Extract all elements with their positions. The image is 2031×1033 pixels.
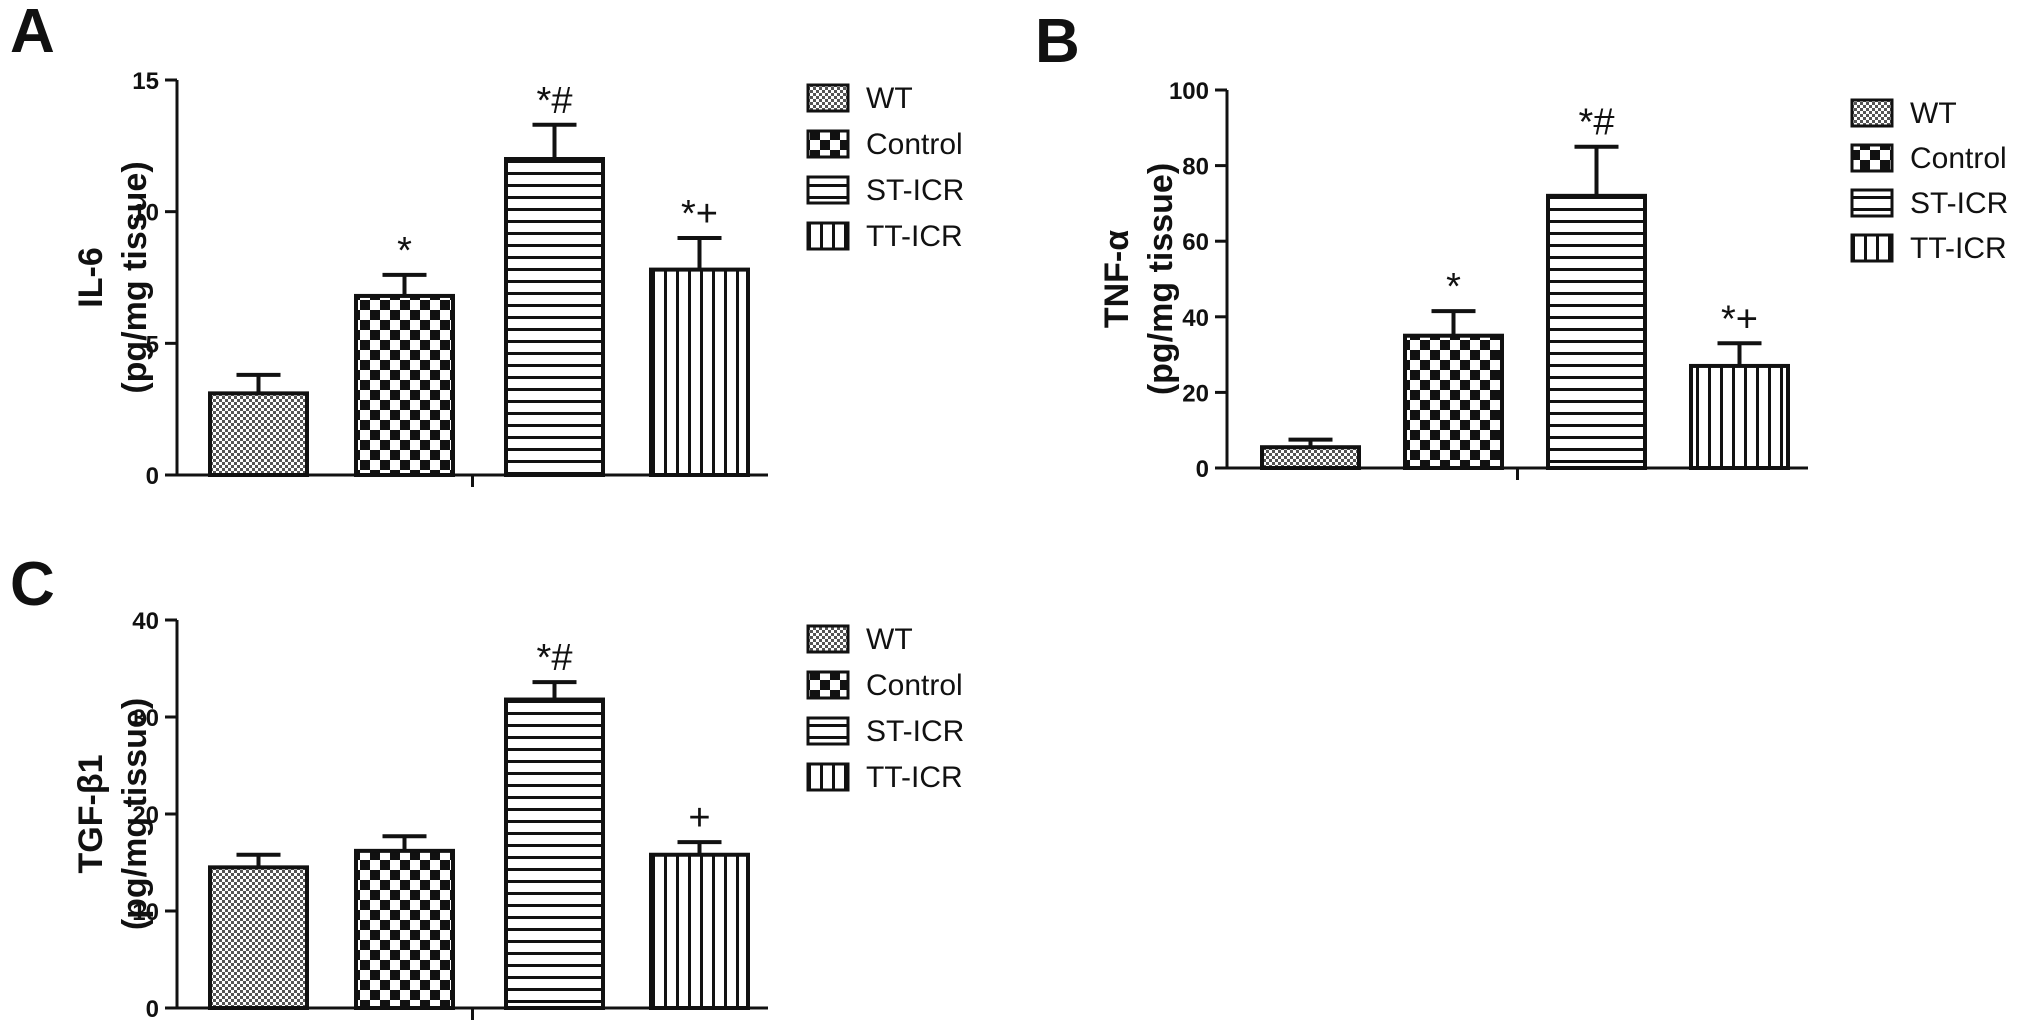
legend-swatch — [1850, 233, 1894, 263]
y-tick-label: 0 — [1196, 456, 1209, 483]
y-axis-label-line2: (pg/mg tissue) — [1142, 163, 1180, 395]
y-axis-label: IL-6 (pg/mg tissue) — [72, 161, 154, 393]
legend-swatch — [806, 83, 850, 113]
legend-label: Control — [1910, 142, 2007, 175]
legend-swatch — [806, 762, 850, 792]
legend-label: WT — [1910, 97, 1957, 130]
legend-swatch — [806, 175, 850, 205]
y-tick-label: 15 — [132, 68, 159, 95]
bar-tt-icr — [649, 267, 750, 477]
significance-label: *# — [1579, 102, 1615, 144]
y-tick-label: 30 — [132, 705, 159, 732]
significance-label: *+ — [681, 193, 718, 235]
panel-b: B TNF-α (pg/mg tissue) 0 20 40 60 80 100 * *# *+ WT C… — [1035, 7, 2008, 483]
y-tick-label: 80 — [1182, 154, 1209, 181]
legend-label: WT — [866, 623, 913, 656]
y-axis-label-line1: TGF-β1 — [72, 755, 110, 874]
legend-label: ST-ICR — [1910, 187, 2008, 220]
legend-swatch — [806, 624, 850, 654]
significance-label: + — [688, 797, 710, 839]
panel-letter: B — [1035, 7, 1080, 76]
legend-swatch — [1850, 98, 1894, 128]
y-tick-label: 10 — [132, 899, 159, 926]
bar-wt — [208, 391, 309, 477]
legend-label: TT-ICR — [1910, 232, 2007, 265]
bar-st-icr — [1546, 193, 1647, 470]
legend-swatch — [806, 670, 850, 700]
legend-swatch — [1850, 143, 1894, 173]
y-tick-label: 20 — [132, 802, 159, 829]
legend-swatch — [806, 221, 850, 251]
y-tick-label: 5 — [146, 331, 159, 358]
legend-swatch — [806, 716, 850, 746]
y-axis-label: TNF-α (pg/mg tissue) — [1098, 163, 1180, 395]
y-axis-label: TGF-β1 (pg/mg tissue) — [72, 698, 154, 930]
panel-c: C TGF-β1 (pg/mg tissue) 0 10 20 30 40 *# + WT Contr… — [10, 550, 964, 1023]
y-axis-label-line1: TNF-α — [1098, 230, 1136, 328]
bar-control — [1403, 333, 1504, 471]
y-tick-label: 0 — [146, 996, 159, 1023]
legend-swatch — [806, 129, 850, 159]
legend-label: TT-ICR — [866, 220, 963, 253]
y-axis-label-line1: IL-6 — [72, 247, 110, 307]
bar-tt-icr — [1689, 363, 1790, 470]
y-tick-label: 100 — [1169, 78, 1209, 105]
legend-label: ST-ICR — [866, 715, 964, 748]
y-axis-label-line2: (pg/mg tissue) — [116, 698, 154, 930]
y-tick-label: 10 — [132, 200, 159, 227]
bar-control — [354, 848, 455, 1010]
legend-label: ST-ICR — [866, 174, 964, 207]
y-tick-label: 40 — [132, 608, 159, 635]
significance-label: * — [1446, 266, 1461, 308]
legend-label: Control — [866, 128, 963, 161]
panel-letter: C — [10, 550, 55, 619]
legend-swatch — [1850, 188, 1894, 218]
bar-control — [354, 293, 455, 477]
legend-label: TT-ICR — [866, 761, 963, 794]
panels: AIL-6 (pg/mg tissue)051015**#*+WTControlS… — [10, 0, 2008, 1023]
panel-a: A IL-6 (pg/mg tissue) 0 5 10 15 * *# *+ WT Control S… — [10, 0, 964, 490]
y-tick-label: 20 — [1182, 380, 1209, 407]
significance-label: *+ — [1721, 298, 1758, 340]
legend-label: WT — [866, 82, 913, 115]
significance-label: * — [397, 230, 412, 272]
y-tick-label: 60 — [1182, 229, 1209, 256]
significance-label: *# — [537, 80, 573, 122]
y-axis-label-line2: (pg/mg tissue) — [116, 161, 154, 393]
y-tick-label: 40 — [1182, 305, 1209, 332]
y-tick-label: 0 — [146, 463, 159, 490]
bar-tt-icr — [649, 852, 750, 1010]
bar-wt — [208, 865, 309, 1010]
bar-wt — [1260, 445, 1361, 470]
panel-letter: A — [10, 0, 55, 66]
significance-label: *# — [537, 637, 573, 679]
bar-st-icr — [504, 157, 605, 477]
bar-st-icr — [504, 697, 605, 1010]
legend-label: Control — [866, 669, 963, 702]
